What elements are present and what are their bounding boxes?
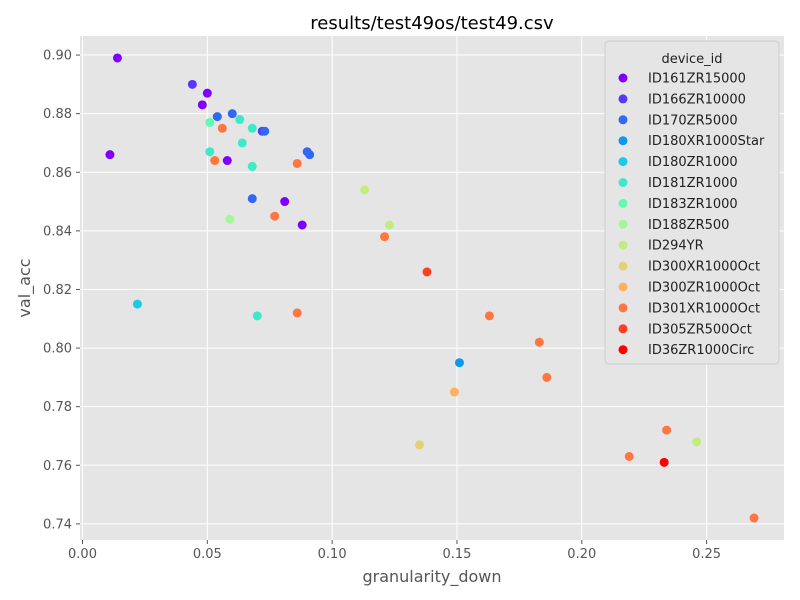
data-point	[297, 220, 307, 230]
data-point	[217, 123, 227, 133]
legend-label: ID183ZR1000	[648, 197, 738, 212]
legend-label: ID305ZR500Oct	[648, 322, 752, 337]
x-tick-label: 0.20	[567, 547, 596, 562]
legend-marker	[618, 345, 628, 355]
data-point	[252, 311, 262, 321]
data-point	[749, 513, 759, 523]
y-tick-label: 0.80	[43, 342, 72, 357]
y-tick-label: 0.76	[43, 459, 72, 474]
data-point	[360, 185, 370, 195]
legend-label: ID180XR1000Star	[648, 134, 765, 149]
data-point	[692, 437, 702, 447]
legend-label: ID36ZR1000Circ	[648, 343, 754, 358]
data-point	[542, 372, 552, 382]
data-point	[292, 308, 302, 318]
legend-label: ID180ZR1000	[648, 155, 738, 170]
data-point	[227, 109, 237, 119]
data-point	[624, 451, 634, 461]
legend-marker	[618, 178, 628, 187]
data-point	[247, 161, 257, 171]
y-tick-label: 0.82	[43, 283, 72, 298]
data-point	[260, 126, 270, 136]
data-point	[247, 194, 257, 204]
x-tick-label: 0.00	[68, 547, 97, 562]
legend-marker	[618, 73, 628, 83]
legend-label: ID170ZR5000	[648, 113, 738, 128]
data-point	[659, 457, 669, 467]
legend-marker	[618, 240, 628, 250]
data-point	[237, 138, 247, 148]
x-tick-label: 0.10	[318, 547, 347, 562]
legend-marker	[618, 198, 628, 208]
data-point	[534, 337, 544, 347]
y-axis-title: val_acc	[15, 258, 35, 317]
data-point	[202, 88, 212, 98]
legend: device_id ID161ZR15000 ID166ZR10000 ID170Z…	[604, 40, 780, 365]
data-point	[385, 220, 395, 230]
y-tick-label: 0.88	[43, 107, 72, 122]
data-point	[454, 358, 464, 368]
legend-label: ID188ZR500	[648, 218, 729, 233]
data-point	[484, 311, 494, 321]
data-point	[422, 267, 432, 277]
data-point	[112, 53, 122, 63]
y-axis-ticks: 0.74 0.76 0.78 0.80 0.82 0.84 0.86 0.88 0.90	[43, 49, 80, 532]
x-axis-title: granularity_down	[362, 567, 501, 587]
data-point	[225, 214, 235, 224]
data-point	[380, 232, 390, 242]
y-tick-label: 0.84	[43, 224, 72, 239]
data-point	[212, 112, 222, 122]
data-point	[210, 156, 220, 166]
legend-marker	[618, 115, 628, 125]
legend-items: ID161ZR15000 ID166ZR10000 ID170ZR5000 ID180…	[618, 72, 765, 358]
data-point	[187, 79, 197, 89]
y-tick-label: 0.90	[43, 49, 72, 64]
legend-marker	[618, 303, 628, 313]
legend-title: device_id	[661, 52, 722, 67]
data-point	[305, 150, 315, 160]
legend-marker	[618, 136, 628, 146]
x-tick-label: 0.25	[692, 547, 721, 562]
legend-label: ID161ZR15000	[648, 72, 746, 87]
legend-marker	[618, 94, 628, 104]
data-point	[197, 100, 207, 110]
data-point	[105, 150, 115, 160]
data-point	[280, 197, 290, 207]
data-point	[247, 123, 257, 133]
y-tick-label: 0.74	[43, 517, 72, 532]
legend-label: ID294YR	[648, 239, 704, 254]
y-tick-label: 0.78	[43, 400, 72, 415]
legend-marker	[618, 282, 628, 292]
legend-marker	[618, 157, 628, 167]
data-point	[132, 299, 142, 309]
x-axis-ticks: 0.00 0.05 0.10 0.15 0.20 0.25	[68, 540, 721, 562]
data-point	[205, 117, 215, 127]
legend-label: ID166ZR10000	[648, 92, 746, 107]
legend-box	[604, 40, 780, 365]
legend-label: ID300ZR1000Oct	[648, 281, 760, 296]
data-point	[270, 211, 280, 221]
data-point	[292, 158, 302, 168]
x-tick-label: 0.15	[442, 547, 471, 562]
y-tick-label: 0.86	[43, 166, 72, 181]
x-tick-label: 0.05	[193, 547, 222, 562]
legend-label: ID301XR1000Oct	[648, 301, 760, 316]
data-points	[105, 53, 759, 523]
legend-label: ID181ZR1000	[648, 176, 738, 191]
data-point	[235, 115, 245, 125]
legend-label: ID300XR1000Oct	[648, 260, 760, 275]
data-point	[662, 425, 672, 435]
data-point	[222, 156, 232, 166]
chart-title: results/test49os/test49.csv	[310, 13, 554, 34]
legend-marker	[618, 219, 628, 229]
legend-marker	[618, 324, 628, 334]
legend-marker	[618, 261, 628, 271]
data-point	[415, 440, 425, 450]
data-point	[205, 147, 215, 157]
data-point	[449, 387, 459, 397]
